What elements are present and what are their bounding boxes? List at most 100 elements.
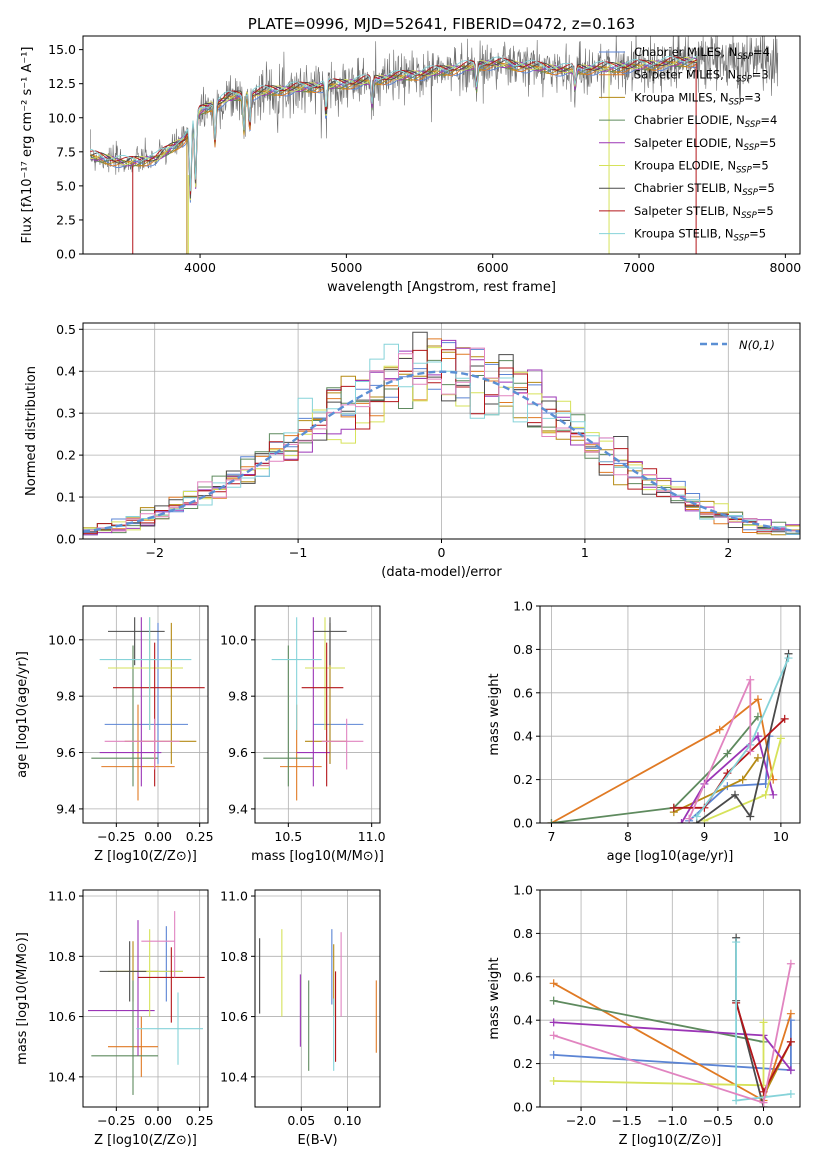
y-tick-label: 11.0: [48, 889, 76, 904]
x-tick-label: −1: [289, 545, 307, 560]
weight-point-marker: [746, 675, 755, 684]
legend-subscript: SSP: [744, 143, 760, 153]
x-tick-label: −0.5: [703, 1113, 733, 1128]
weight-point-marker: [780, 714, 789, 723]
legend-label: Kroupa STELIB, NSSP=5: [634, 227, 766, 244]
weight-point-marker: [786, 1037, 795, 1046]
plot-area: [88, 911, 205, 1095]
weight-point-marker: [738, 775, 747, 784]
legend-count: =5: [752, 159, 769, 173]
x-axis-label: mass [log10(M/M⊙)]: [251, 849, 384, 864]
weight-point-marker: [753, 695, 762, 704]
weight-vs-age-chart: 7 8 9 10 0.0 0.2 0.4 0.6 0.8 1.0 age [log10(age/yr…: [487, 599, 801, 864]
legend-label: Chabrier STELIB, NSSP=5: [634, 181, 775, 198]
weight-point-marker: [692, 812, 701, 821]
x-tick-label: 0.00: [144, 829, 172, 844]
weight-point-marker: [759, 1098, 768, 1107]
weight-point-marker: [746, 812, 755, 821]
y-tick-label: 9.4: [56, 801, 76, 816]
legend-subscript: SSP: [729, 97, 745, 107]
spectrum-model-7: [90, 56, 698, 199]
x-axis-label: E(B-V): [297, 1133, 337, 1148]
y-tick-label: 10.4: [48, 1069, 76, 1084]
y-tick-label: 0.0: [513, 816, 533, 831]
spectrum-model-1: [90, 61, 698, 203]
x-tick-label: 8000: [769, 260, 801, 275]
y-tick-label: 10.8: [48, 949, 76, 964]
weight-point-marker: [715, 725, 724, 734]
x-tick-label: 4000: [184, 260, 216, 275]
y-tick-label: 0.6: [513, 969, 533, 984]
y-tick-label: 10.8: [220, 949, 248, 964]
weight-series-9: [696, 657, 790, 818]
x-axis-label: Z [log10(Z/Z⊙)]: [619, 1133, 722, 1148]
y-tick-label: 10.0: [220, 632, 248, 647]
spectrum-chart: 4000 5000 6000 7000 8000 0.0 2.5 5.0 7.5 10.0 12.5…: [20, 15, 801, 295]
weight-series-10: [688, 679, 752, 820]
y-tick-label: 9.8: [56, 689, 76, 704]
weight-point-marker: [669, 803, 678, 812]
spectrum-data-line: [90, 36, 779, 197]
spectrum-legend: Chabrier MILES, NSSP=4 Salpeter MILES, NS…: [599, 45, 777, 244]
plot-area: [83, 331, 800, 539]
legend-count: =5: [758, 181, 775, 195]
y-tick-label: 0.2: [513, 772, 533, 787]
weight-point-marker: [549, 1018, 558, 1027]
x-tick-label: 2: [724, 545, 732, 560]
spectrum-model-9: [90, 55, 698, 192]
y-tick-label: 0.0: [513, 1100, 533, 1115]
weight-point-marker: [549, 1031, 558, 1040]
axes-frame: [539, 605, 801, 824]
x-tick-label: 0: [438, 545, 446, 560]
x-tick-label: 0.00: [144, 1113, 172, 1128]
axes-frame: [539, 889, 801, 1108]
x-tick-label: 0.25: [186, 829, 214, 844]
weight-point-marker: [786, 1009, 795, 1018]
y-tick-label: 0.1: [56, 490, 76, 505]
weight-point-marker: [786, 959, 795, 968]
legend-label: Salpeter STELIB, NSSP=5: [634, 204, 774, 221]
y-tick-label: 9.4: [228, 801, 248, 816]
axes-frame: [82, 605, 209, 824]
legend-count: =5: [759, 136, 776, 150]
plot-area: [259, 929, 377, 1071]
y-tick-label: 2.5: [56, 212, 76, 227]
legend-count: =5: [757, 204, 774, 218]
weight-point-marker: [769, 790, 778, 799]
weight-point-marker: [746, 747, 755, 756]
legend-count: =3: [752, 68, 769, 82]
weight-series-7: [696, 653, 790, 823]
x-tick-label: −0.25: [97, 829, 135, 844]
x-tick-label: 0.10: [334, 1113, 362, 1128]
weight-point-marker: [753, 732, 762, 741]
histogram-series-10: [83, 347, 800, 539]
x-tick-label: 5000: [330, 260, 362, 275]
x-tick-label: 0.25: [186, 1113, 214, 1128]
legend-label: Kroupa MILES, NSSP=3: [634, 90, 761, 107]
y-tick-label: 0.8: [513, 926, 533, 941]
y-tick-label: 0.3: [56, 406, 76, 421]
legend-subscript: SSP: [741, 211, 757, 221]
plot-area: [91, 617, 205, 801]
legend-subscript: SSP: [737, 52, 753, 62]
y-tick-label: 10.6: [220, 1009, 248, 1024]
legend-label: Chabrier MILES, NSSP=4: [634, 45, 770, 62]
weight-point-marker: [732, 938, 741, 947]
axes-frame: [82, 35, 801, 255]
legend-subscript: SSP: [742, 188, 758, 198]
x-tick-label: 1: [581, 545, 589, 560]
legend-label: Salpeter MILES, NSSP=3: [634, 68, 769, 85]
legend-count: =4: [753, 45, 770, 59]
chart-title: PLATE=0996, MJD=52641, FIBERID=0472, z=0…: [248, 15, 635, 33]
x-tick-label: 0.0: [754, 1113, 774, 1128]
x-axis-label: wavelength [Angstrom, rest frame]: [327, 280, 556, 295]
weight-point-marker: [761, 790, 770, 799]
x-tick-label: −0.25: [97, 1113, 135, 1128]
x-axis-label: age [log10(age/yr)]: [607, 849, 734, 864]
legend-subscript: SSP: [745, 120, 761, 130]
y-tick-label: 10.0: [48, 110, 76, 125]
weight-point-marker: [549, 1050, 558, 1059]
y-axis-label: mass weight: [487, 673, 502, 755]
y-tick-label: 0.5: [56, 322, 76, 337]
weight-vs-Z-chart: −2.0 −1.5 −1.0 −0.5 0.0 0.0 0.2 0.4 0.6 0.8 1.0 Z […: [487, 883, 801, 1148]
